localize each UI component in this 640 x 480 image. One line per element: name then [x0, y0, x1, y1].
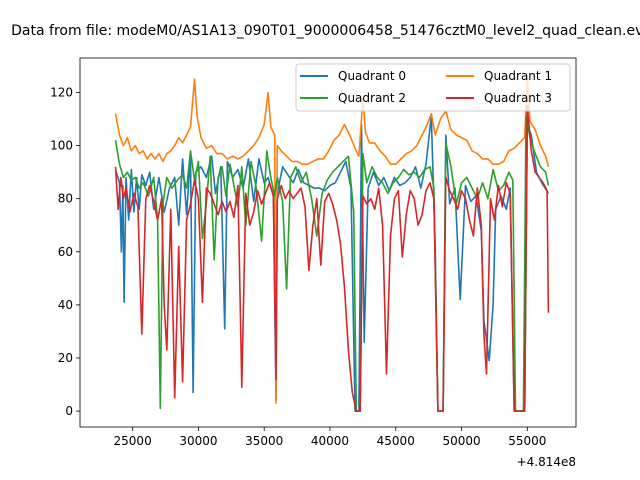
series-line-quadrant-0 — [114, 115, 550, 412]
y-tick-label: 80 — [58, 192, 73, 206]
x-axis-offset-label: +4.814e8 — [517, 455, 576, 469]
legend-label-quadrant-1: Quadrant 1 — [484, 69, 552, 83]
chart-title: Data from file: modeM0/AS1A13_090T01_900… — [11, 23, 640, 39]
legend-label-quadrant-0: Quadrant 0 — [338, 69, 406, 83]
series-line-quadrant-1 — [114, 78, 550, 404]
y-tick-label: 40 — [58, 298, 73, 312]
series-line-quadrant-3 — [114, 105, 550, 412]
legend-label-quadrant-3: Quadrant 3 — [484, 91, 552, 105]
legend-label-quadrant-2: Quadrant 2 — [338, 91, 406, 105]
x-tick-label: 55000 — [508, 434, 546, 448]
axes-frame — [79, 57, 577, 428]
y-axis: 0 20 40 60 80 100 120 — [50, 86, 80, 418]
x-tick-label: 50000 — [442, 434, 480, 448]
y-tick-label: 100 — [50, 139, 73, 153]
x-tick-label: 40000 — [311, 434, 349, 448]
y-tick-label: 60 — [58, 245, 73, 259]
y-tick-label: 120 — [50, 86, 73, 100]
legend-box — [295, 63, 571, 112]
x-tick-label: 25000 — [114, 434, 152, 448]
plot-lines — [114, 78, 550, 412]
y-tick-label: 20 — [58, 351, 73, 365]
x-tick-label: 35000 — [245, 434, 283, 448]
x-axis: 25000 30000 35000 40000 45000 50000 55000 — [114, 427, 546, 448]
x-tick-label: 30000 — [179, 434, 217, 448]
x-tick-label: 45000 — [377, 434, 415, 448]
series-line-quadrant-2 — [114, 115, 550, 412]
legend: Quadrant 0 Quadrant 1 Quadrant 2 Quadrant 3 — [295, 63, 571, 112]
y-tick-label: 0 — [65, 404, 73, 418]
